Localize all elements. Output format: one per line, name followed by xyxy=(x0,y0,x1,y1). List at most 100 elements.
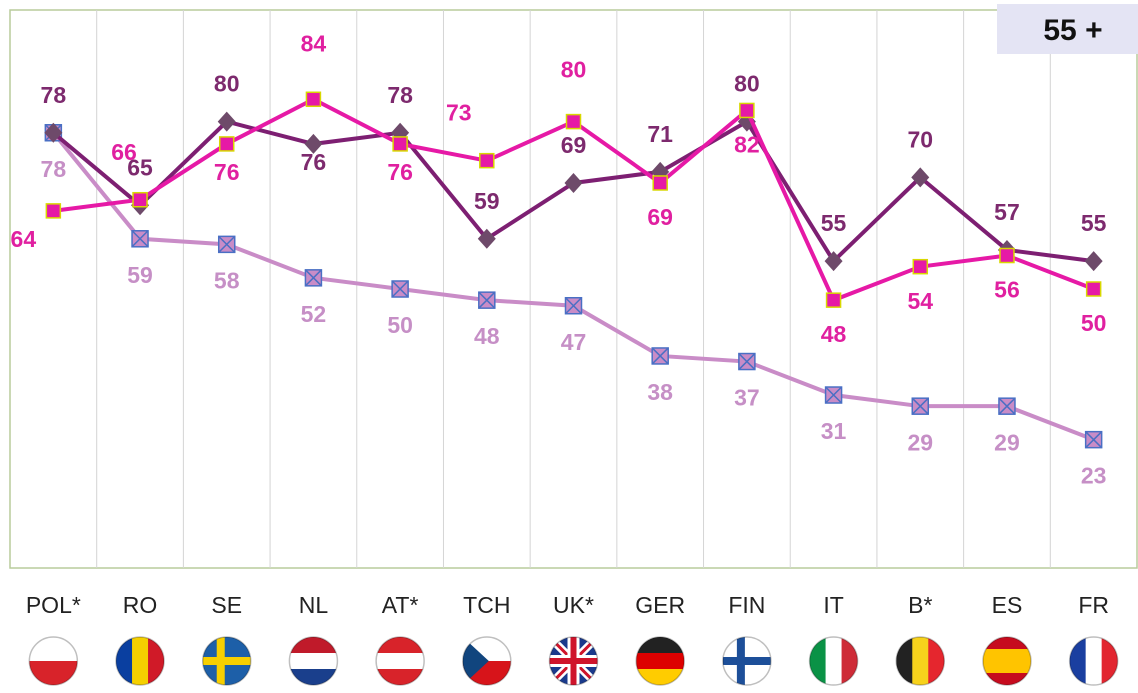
data-label: 69 xyxy=(561,132,587,158)
marker-cross xyxy=(304,269,322,287)
data-label: 55 xyxy=(821,210,847,236)
x-tick-label: TCH xyxy=(463,592,510,618)
flag xyxy=(116,637,165,685)
marker xyxy=(131,230,149,248)
data-label: 23 xyxy=(1081,463,1107,489)
flag-part xyxy=(462,637,489,685)
marker-cross xyxy=(478,291,496,309)
flag-part xyxy=(636,637,685,654)
flag-rim xyxy=(462,636,512,686)
flag-part xyxy=(1085,637,1103,685)
marker-cross xyxy=(564,297,583,315)
marker xyxy=(999,247,1015,264)
data-label: 78 xyxy=(41,156,67,182)
marker-cross xyxy=(1085,431,1103,449)
flag-rim xyxy=(808,636,859,686)
x-tick-label: B* xyxy=(908,592,932,618)
marker xyxy=(391,280,409,298)
flag-part xyxy=(636,669,685,685)
title-box xyxy=(997,4,1138,54)
chart-title: 55 + xyxy=(1043,14,1102,47)
flag-part xyxy=(29,637,78,662)
data-label: 70 xyxy=(907,126,933,152)
data-label: 80 xyxy=(214,71,240,97)
flag-part xyxy=(636,653,685,670)
flags xyxy=(28,636,1119,686)
data-label: 71 xyxy=(647,121,673,147)
flag-part xyxy=(29,661,78,685)
data-label: 64 xyxy=(11,226,37,252)
flag-rim xyxy=(548,636,599,686)
data-label: 76 xyxy=(301,149,327,175)
data-label: 65 xyxy=(127,154,153,180)
marker xyxy=(824,386,843,404)
marker xyxy=(824,251,843,272)
flag-part xyxy=(289,637,338,654)
flag-part xyxy=(132,637,149,685)
flag-part xyxy=(376,653,425,670)
marker xyxy=(479,152,495,169)
flag xyxy=(809,637,858,685)
data-label: 38 xyxy=(647,379,673,405)
flag-part xyxy=(982,661,1031,674)
data-label: 47 xyxy=(561,329,587,355)
marker xyxy=(1084,251,1103,272)
flag-rim xyxy=(288,636,339,686)
marker xyxy=(998,397,1016,415)
flag xyxy=(1069,637,1118,685)
flag-part xyxy=(809,637,827,685)
flag-part xyxy=(841,637,858,685)
plot-frame xyxy=(9,9,1138,569)
marker xyxy=(132,191,148,208)
data-label: 29 xyxy=(994,429,1020,455)
flag-part xyxy=(570,637,577,685)
marker-cross xyxy=(218,235,236,253)
marker xyxy=(738,352,756,371)
flag xyxy=(549,637,598,685)
x-tick-label: AT* xyxy=(382,592,419,618)
marker-cross xyxy=(911,397,929,415)
data-label: 52 xyxy=(301,301,327,327)
marker-cross xyxy=(825,386,843,404)
flag-rim xyxy=(115,636,165,686)
data-label: 48 xyxy=(821,321,847,347)
marker xyxy=(44,122,63,143)
marker-cross xyxy=(391,280,409,298)
flag-part xyxy=(825,637,843,685)
data-label: 73 xyxy=(446,100,472,126)
data-label: 69 xyxy=(647,204,673,230)
marker xyxy=(564,172,583,193)
data-label: 50 xyxy=(387,312,413,338)
marker xyxy=(478,291,496,309)
x-tick-label: FR xyxy=(1078,592,1109,618)
data-label: 84 xyxy=(301,30,327,56)
data-label: 56 xyxy=(994,277,1020,303)
data-label: 78 xyxy=(41,82,67,108)
data-label: 78 xyxy=(387,82,413,108)
marker-cross xyxy=(651,347,669,365)
flag-part xyxy=(1069,637,1087,685)
flag-part xyxy=(896,637,913,685)
marker xyxy=(217,111,236,132)
marker xyxy=(564,296,583,315)
flag-part xyxy=(736,637,745,685)
flag-part xyxy=(216,637,225,685)
marker xyxy=(477,228,496,249)
flag-part xyxy=(1101,637,1118,685)
x-tick-label: POL* xyxy=(26,592,81,618)
marker xyxy=(912,258,929,275)
data-label: 54 xyxy=(907,288,933,314)
data-label: 31 xyxy=(821,418,847,444)
flag xyxy=(202,637,251,685)
flag-part xyxy=(202,657,251,665)
x-tick-label: IT xyxy=(823,592,843,618)
data-label: 80 xyxy=(561,57,587,83)
data-label: 37 xyxy=(734,385,760,411)
flag xyxy=(376,637,425,685)
flag-part xyxy=(376,669,425,685)
flag-part xyxy=(116,637,133,685)
flag-rim xyxy=(895,636,946,686)
marker xyxy=(304,269,323,287)
flag-rim xyxy=(375,636,425,686)
data-label: 82 xyxy=(734,132,760,158)
